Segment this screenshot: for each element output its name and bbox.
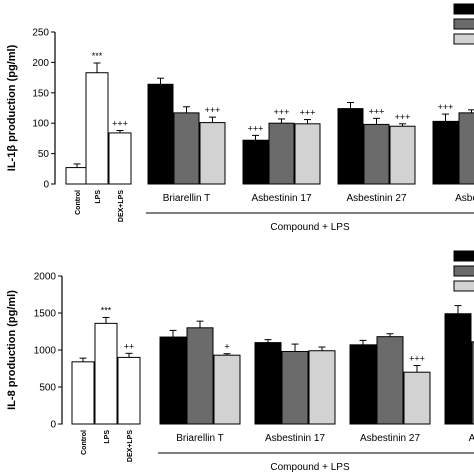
control-label: LPS: [104, 430, 111, 444]
compound-bar: [159, 336, 187, 425]
control-label: DEX+LPS: [127, 430, 134, 462]
group-label: Briarellin T: [176, 433, 224, 444]
x-axis-label: Compound + LPS: [270, 462, 350, 473]
compound-bar: [337, 108, 364, 185]
compound-bar: [444, 313, 472, 425]
compound-bar: [458, 112, 474, 185]
control-bar: [71, 361, 95, 425]
x-axis-label: Compound + LPS: [270, 222, 350, 233]
group-label: Asbestinin 27: [360, 433, 420, 444]
compound-bar: [268, 122, 295, 185]
control-bar: [108, 132, 132, 185]
compound-bar: [471, 341, 474, 425]
legend-swatch: [453, 3, 474, 15]
control-bar: [94, 322, 118, 425]
y-tick-label: 500: [39, 383, 56, 394]
y-axis-label: IL-1β production (pg/ml): [6, 44, 18, 171]
control-bar: [85, 72, 109, 185]
compound-bar: [281, 350, 309, 425]
significance-label: ***: [92, 51, 103, 61]
significance-label: ***: [101, 305, 112, 315]
legend-swatch: [453, 18, 474, 30]
group-label: Asbestinin 27: [346, 193, 406, 204]
significance-label: +++: [112, 118, 128, 128]
y-tick-label: 0: [50, 420, 56, 431]
significance-label: +: [224, 342, 229, 352]
control-label: LPS: [95, 190, 102, 204]
significance-label: +++: [248, 123, 264, 133]
control-label: Control: [81, 430, 88, 455]
y-tick-label: 1500: [34, 309, 57, 320]
control-label: Control: [75, 190, 82, 215]
group-label: Asbesti: [469, 433, 474, 444]
significance-label: +++: [369, 106, 385, 116]
compound-bar: [213, 354, 241, 425]
y-tick-label: 200: [32, 58, 49, 69]
y-axis-label: IL-8 production (pg/ml): [6, 290, 18, 410]
compound-bar: [389, 125, 416, 185]
control-label: DEX+LPS: [118, 190, 125, 222]
group-label: Asbestinin 17: [265, 433, 325, 444]
control-bar: [65, 167, 89, 185]
significance-label: +++: [409, 354, 425, 364]
y-tick-label: 2000: [34, 272, 57, 283]
legend-swatch: [453, 33, 474, 45]
significance-label: +++: [205, 105, 221, 115]
legend-swatch: [453, 280, 474, 292]
compound-bar: [308, 350, 336, 425]
chart-panel-1: 0 50 100 150 200 250 IL-1β production (pg/ml) C…: [6, 3, 474, 233]
compound-bar: [173, 112, 200, 185]
compound-bar: [363, 123, 390, 185]
compound-bar: [254, 342, 282, 425]
significance-label: +++: [438, 102, 454, 112]
y-tick-label: 0: [43, 180, 49, 191]
significance-label: +++: [300, 108, 316, 118]
significance-label: +++: [274, 107, 290, 117]
legend-swatch: [453, 265, 474, 277]
legend-swatch: [453, 250, 474, 262]
significance-label: ++: [124, 341, 135, 351]
compound-bar: [242, 139, 269, 185]
y-tick-label: 250: [32, 28, 49, 39]
compound-bar: [403, 371, 431, 425]
y-tick-label: 100: [32, 119, 49, 130]
group-label: Asbestinin 17: [251, 193, 311, 204]
significance-label: +++: [395, 112, 411, 122]
compound-bar: [147, 83, 174, 185]
group-label: Asbesti: [455, 193, 474, 204]
y-tick-label: 50: [38, 149, 50, 160]
y-tick-label: 1000: [34, 346, 57, 357]
y-tick-label: 150: [32, 88, 49, 99]
chart-panel-2: 0 500 1000 1500 2000 IL-8 production (pg/ml) C…: [6, 250, 474, 473]
compound-bar: [349, 344, 377, 425]
compound-bar: [186, 327, 214, 425]
control-bar: [117, 356, 141, 425]
compound-bar: [432, 120, 459, 185]
compound-bar: [294, 123, 321, 185]
compound-bar: [376, 336, 404, 425]
compound-bar: [199, 122, 226, 185]
group-label: Briarellin T: [163, 193, 211, 204]
